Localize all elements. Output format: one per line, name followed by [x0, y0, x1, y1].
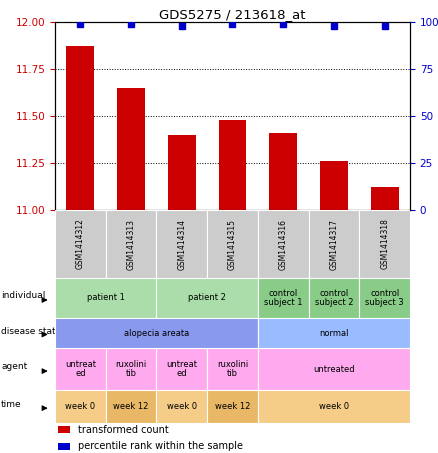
Bar: [55, 348, 106, 390]
Text: alopecia areata: alopecia areata: [124, 328, 189, 337]
Title: GDS5275 / 213618_at: GDS5275 / 213618_at: [159, 8, 306, 21]
Bar: [371, 188, 399, 210]
Text: week 0: week 0: [65, 402, 95, 411]
Bar: [55, 278, 156, 318]
Bar: [55, 210, 106, 278]
Text: ruxolini
tib: ruxolini tib: [116, 360, 147, 378]
Bar: [207, 390, 258, 423]
Bar: [57, 443, 70, 450]
Text: untreated: untreated: [313, 365, 355, 374]
Bar: [106, 348, 156, 390]
Bar: [269, 133, 297, 210]
Text: ruxolini
tib: ruxolini tib: [217, 360, 248, 378]
Bar: [207, 210, 258, 278]
Text: GSM1414316: GSM1414316: [279, 218, 288, 270]
Text: control
subject 1: control subject 1: [264, 289, 303, 307]
Point: [178, 22, 185, 29]
Text: patient 1: patient 1: [87, 294, 125, 303]
Text: GSM1414314: GSM1414314: [177, 218, 186, 270]
Text: GSM1414317: GSM1414317: [329, 218, 339, 270]
Bar: [258, 278, 309, 318]
Point: [229, 20, 236, 28]
Bar: [219, 120, 247, 210]
Bar: [117, 88, 145, 210]
Bar: [207, 348, 258, 390]
Text: time: time: [1, 400, 22, 410]
Point: [330, 22, 337, 29]
Bar: [258, 390, 410, 423]
Point: [127, 20, 134, 28]
Bar: [258, 210, 309, 278]
Text: GSM1414312: GSM1414312: [76, 218, 85, 270]
Text: untreat
ed: untreat ed: [166, 360, 197, 378]
Text: control
subject 3: control subject 3: [365, 289, 404, 307]
Text: GSM1414318: GSM1414318: [380, 218, 389, 270]
Bar: [156, 278, 258, 318]
Text: untreat
ed: untreat ed: [65, 360, 96, 378]
Bar: [168, 135, 196, 210]
Text: disease state: disease state: [1, 327, 61, 336]
Bar: [258, 318, 410, 348]
Text: GSM1414313: GSM1414313: [127, 218, 136, 270]
Bar: [258, 348, 410, 390]
Point: [381, 22, 388, 29]
Text: transformed count: transformed count: [78, 424, 169, 434]
Text: week 0: week 0: [319, 402, 349, 411]
Text: week 12: week 12: [113, 402, 149, 411]
Text: normal: normal: [319, 328, 349, 337]
Bar: [106, 210, 156, 278]
Bar: [106, 390, 156, 423]
Bar: [156, 348, 207, 390]
Text: individual: individual: [1, 291, 46, 300]
Text: patient 2: patient 2: [188, 294, 226, 303]
Bar: [156, 210, 207, 278]
Bar: [57, 426, 70, 433]
Text: percentile rank within the sample: percentile rank within the sample: [78, 441, 243, 451]
Text: week 0: week 0: [167, 402, 197, 411]
Bar: [309, 278, 359, 318]
Bar: [359, 278, 410, 318]
Point: [77, 20, 84, 28]
Point: [280, 20, 287, 28]
Text: GSM1414315: GSM1414315: [228, 218, 237, 270]
Bar: [55, 318, 258, 348]
Text: agent: agent: [1, 362, 27, 371]
Bar: [67, 47, 94, 210]
Bar: [309, 210, 359, 278]
Text: week 12: week 12: [215, 402, 250, 411]
Bar: [320, 161, 348, 210]
Text: control
subject 2: control subject 2: [314, 289, 353, 307]
Bar: [55, 390, 106, 423]
Bar: [359, 210, 410, 278]
Bar: [156, 390, 207, 423]
